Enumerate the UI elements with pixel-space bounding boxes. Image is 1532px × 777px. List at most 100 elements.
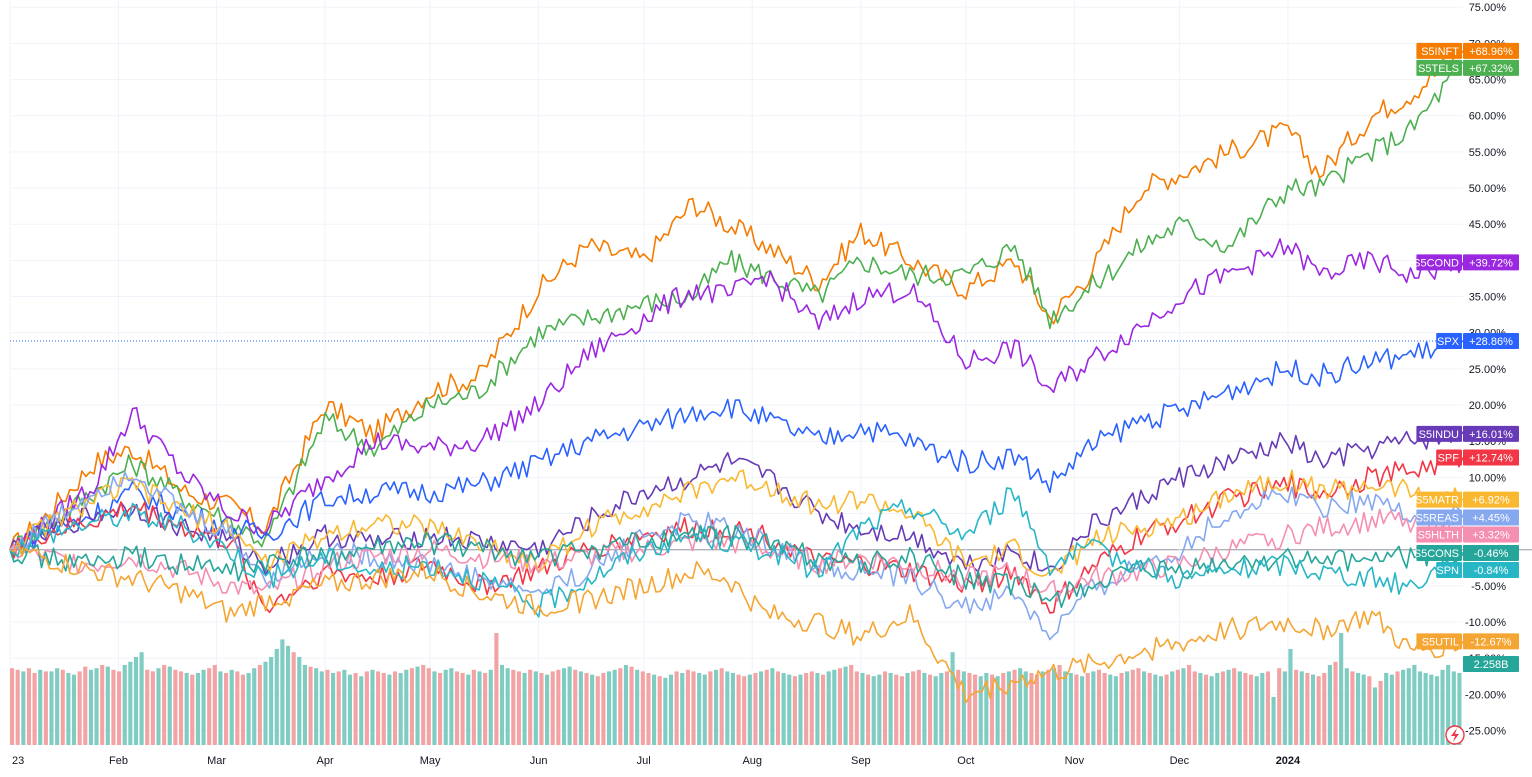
volume-bar (1170, 671, 1175, 745)
volume-bar (1384, 673, 1389, 745)
volume-bar (1395, 671, 1400, 745)
volume-bar (438, 673, 443, 745)
volume-value: 2.258B (1474, 659, 1509, 671)
volume-bar (15, 669, 20, 745)
volume-bar (505, 668, 510, 745)
volume-bar (578, 671, 583, 745)
volume-bar (1125, 671, 1130, 745)
volume-bar (398, 673, 403, 745)
volume-bar (342, 669, 347, 745)
volume-bar (1440, 669, 1445, 745)
series-label-spf[interactable]: SPF +12.74% (1436, 449, 1519, 466)
volume-bar (708, 671, 713, 745)
y-axis: 75.00%70.00%65.00%60.00%55.00%50.00%45.0… (1465, 2, 1506, 737)
volume-bar (1367, 676, 1372, 745)
volume-bar (1412, 665, 1417, 745)
series-name: S5MATR (1415, 495, 1459, 507)
volume-bar (1181, 668, 1186, 745)
volume-bar (652, 674, 657, 745)
volume-bar (426, 668, 431, 745)
volume-bar (218, 671, 223, 745)
volume-bar (1378, 681, 1383, 745)
series-label-s5cons[interactable]: S5CONS -0.46% (1414, 545, 1519, 562)
series-label-spx[interactable]: SPX +28.86% (1436, 332, 1519, 349)
volume-bar (680, 673, 685, 745)
series-line-spx (9, 334, 1464, 556)
series-label-s5tels[interactable]: S5TELS +67.32% (1416, 59, 1519, 76)
volume-bar (550, 671, 555, 745)
volume-bar (567, 666, 572, 745)
volume-bar (640, 671, 645, 745)
volume-bar (432, 671, 437, 745)
volume-label[interactable]: 2.258B (1463, 656, 1519, 672)
volume-bar (533, 671, 538, 745)
series-line-s5tels (9, 61, 1464, 557)
volume-bar (421, 665, 426, 745)
volume-bar (1288, 649, 1293, 745)
volume-bar (1220, 671, 1225, 745)
volume-bar (1344, 668, 1349, 745)
volume-bar (167, 666, 172, 745)
volume-bar (899, 676, 904, 745)
series-label-s5cond[interactable]: S5COND +39.72% (1413, 254, 1519, 271)
volume-bar (1260, 673, 1265, 745)
series-line-s5indu (9, 425, 1464, 576)
series-name: S5REAS (1416, 513, 1459, 525)
series-value-tag (1463, 59, 1519, 76)
lightning-icon[interactable] (1445, 725, 1465, 745)
volume-bar (353, 673, 358, 745)
volume-bar (1187, 665, 1192, 745)
volume-bar (1316, 676, 1321, 745)
series-label-s5util[interactable]: S5UTIL -12.67% (1416, 633, 1519, 650)
series-label-spn[interactable]: SPN -0.84% (1436, 562, 1519, 579)
volume-bar (122, 665, 127, 745)
series-label-s5hlth[interactable]: S5HLTH +3.32% (1416, 526, 1519, 543)
volume-bar (280, 639, 285, 745)
volume-bar (1198, 673, 1203, 745)
series-name-tag (1436, 332, 1462, 349)
x-tick-label: May (420, 755, 441, 767)
volume-bar (449, 668, 454, 745)
volume-bar (1080, 676, 1085, 745)
series-name-tag (1416, 526, 1462, 543)
series-label-s5matr[interactable]: S5MATR +6.92% (1415, 491, 1519, 508)
volume-bar (973, 674, 978, 745)
volume-bar (229, 669, 234, 745)
series-name-tag (1416, 545, 1462, 562)
volume-bar (488, 669, 493, 745)
volume-bar (1141, 671, 1147, 745)
series-label-s5reas[interactable]: S5REAS +4.45% (1416, 509, 1519, 526)
series-name: S5UTIL (1422, 636, 1459, 648)
volume-bar (561, 668, 567, 745)
volume-bar (263, 661, 268, 745)
series-name-tag (1416, 59, 1462, 76)
series-label-s5inft[interactable]: S5INFT +68.96% (1416, 42, 1519, 59)
volume-bar (60, 669, 65, 745)
volume-bar (100, 665, 105, 745)
volume-bar (832, 669, 837, 745)
volume-bar (1068, 673, 1073, 745)
volume-bar (877, 674, 882, 745)
series-name: S5COND (1413, 257, 1459, 269)
series-label-s5indu[interactable]: S5INDU +16.01% (1416, 425, 1519, 442)
volume-bar (184, 673, 189, 745)
x-tick-label: Sep (851, 755, 871, 767)
volume-bar (156, 668, 161, 745)
volume-bar (894, 674, 899, 745)
volume-bar (471, 669, 476, 745)
volume-bar (956, 669, 961, 745)
volume-bar (1248, 674, 1254, 745)
volume-bar (759, 671, 764, 745)
volume-bar (66, 673, 71, 745)
volume-bar (381, 673, 386, 745)
volume-bar (252, 668, 257, 745)
volume-bar (730, 673, 735, 745)
volume-bar (1153, 674, 1158, 745)
series-name: S5INFT (1421, 46, 1459, 58)
series-name-tag (1416, 491, 1462, 508)
volume-bar (376, 671, 381, 745)
volume-bar (1158, 676, 1164, 745)
volume-bar (1085, 673, 1090, 745)
